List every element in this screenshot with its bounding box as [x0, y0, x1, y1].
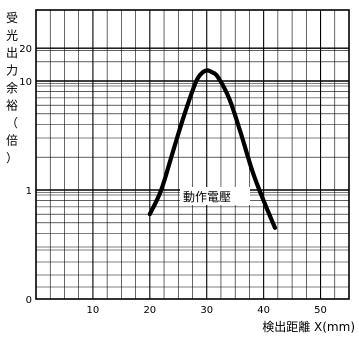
x-tick-label: 40	[257, 305, 270, 316]
annotation-label: 動作電壓	[183, 190, 231, 204]
series-line	[147, 68, 278, 230]
x-tick-label: 30	[200, 305, 213, 316]
plot-frame	[35, 9, 350, 300]
y-axis-title: 受光出力余裕（倍）	[6, 11, 18, 165]
plot-border	[35, 9, 350, 300]
y-axis-label: 受光出力余裕（倍）	[6, 11, 18, 165]
x-tick-label: 50	[314, 305, 327, 316]
x-tick-label: 10	[87, 305, 100, 316]
y-tick-label: 1	[26, 186, 32, 197]
x-tick-labels: 10 20 30 40 50	[87, 305, 327, 316]
y-tick-label: 10	[19, 77, 32, 88]
x-tick-label: 20	[143, 305, 156, 316]
x-axis-title: 検出距離 X(mm)	[262, 320, 355, 334]
y-tick-label: 20	[19, 44, 32, 55]
chart-grid	[36, 10, 349, 299]
y-tick-label: 0	[26, 295, 32, 306]
